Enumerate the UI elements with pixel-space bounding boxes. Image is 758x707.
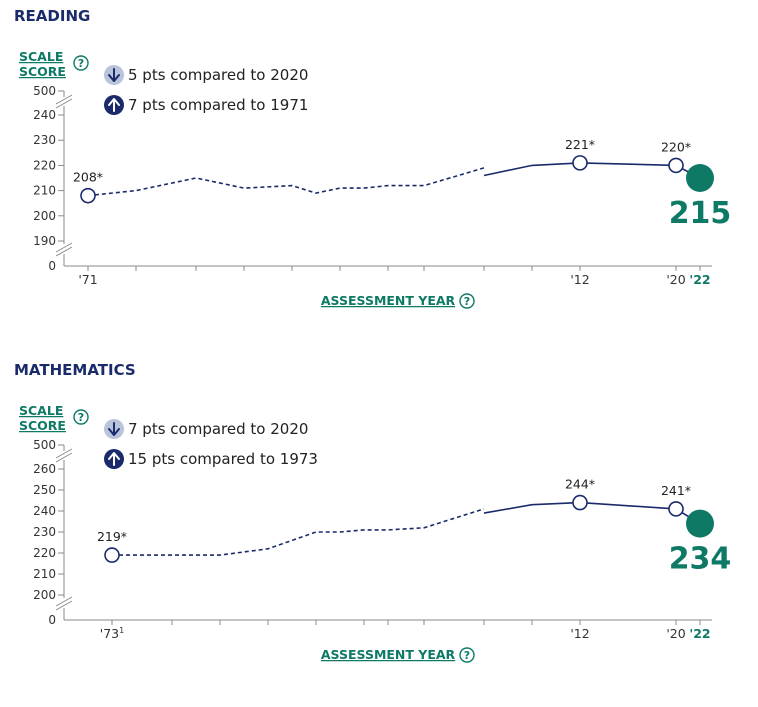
data-point-marker: [572, 155, 588, 171]
data-point-label: 244*: [565, 477, 595, 492]
help-icon-glyph: ?: [464, 649, 470, 662]
help-icon-ring: [73, 409, 89, 425]
y-tick-label: 0: [48, 259, 56, 273]
x-tick-label: '12: [570, 272, 589, 287]
help-icon[interactable]: ?: [73, 409, 89, 425]
help-icon[interactable]: ?: [73, 55, 89, 71]
y-tick-label: 210: [33, 184, 56, 198]
data-point-label: 208*: [73, 170, 103, 185]
x-tick-label: '731: [100, 626, 124, 641]
increase-badge: [104, 95, 124, 115]
series-line-prior-format: [87, 167, 485, 197]
series-line-current-format: [483, 162, 701, 179]
y-tick-label: 200: [33, 588, 56, 602]
help-icon-glyph: ?: [78, 411, 84, 424]
y-tick-label: 220: [33, 546, 56, 560]
help-icon-glyph: ?: [464, 295, 470, 308]
current-score-marker: [686, 509, 714, 538]
data-point-label: 220*: [661, 139, 691, 154]
data-point-label: 241*: [661, 483, 691, 498]
series-line-current-format: [483, 501, 701, 525]
comparison-text: 7 pts compared to 1971: [128, 96, 308, 114]
current-score-label: 234: [669, 542, 732, 577]
axis-break-marker: [55, 94, 73, 109]
data-point-marker: [80, 187, 96, 204]
data-point-label: 219*: [97, 529, 127, 544]
y-tick-label: 240: [33, 108, 56, 122]
axis-break-marker: [55, 448, 73, 463]
arrow-glyph: [108, 98, 120, 112]
y-tick-label: 210: [33, 567, 56, 581]
help-icon-ring: [73, 55, 89, 71]
y-tick-label: 0: [48, 613, 56, 627]
data-point-marker: [572, 494, 588, 511]
axis-break-marker: [55, 596, 73, 611]
x-tick-label: '12: [570, 626, 589, 641]
y-tick-label: 500: [33, 84, 56, 98]
series-line-prior-format: [112, 508, 485, 556]
axis-break-marker: [55, 242, 73, 257]
decrease-badge: [104, 419, 124, 439]
y-tick-label: 260: [33, 462, 56, 476]
comparison-text: 15 pts compared to 1973: [128, 450, 318, 468]
y-tick-label: 500: [33, 438, 56, 452]
y-tick-label: 200: [33, 209, 56, 223]
help-icon[interactable]: ?: [459, 293, 475, 309]
y-tick-label: 230: [33, 133, 56, 147]
x-tick-label: '71: [78, 272, 97, 287]
help-icon[interactable]: ?: [459, 647, 475, 663]
arrow-glyph: [108, 452, 120, 466]
data-point-marker: [668, 501, 684, 517]
data-point-label: 221*: [565, 137, 595, 152]
help-icon-ring: [459, 293, 475, 309]
comparison-text: 5 pts compared to 2020: [128, 66, 308, 84]
help-icon-ring: [459, 647, 475, 663]
x-tick-label: '22: [689, 272, 710, 287]
arrow-glyph: [108, 422, 120, 436]
current-score-marker: [686, 164, 714, 192]
help-icon-glyph: ?: [78, 57, 84, 70]
y-tick-label: 250: [33, 483, 56, 497]
scale-score-link[interactable]: SCORE: [19, 418, 66, 433]
chart-title: MATHEMATICS: [14, 361, 136, 379]
comparison-text: 7 pts compared to 2020: [128, 420, 308, 438]
chart-title: READING: [14, 7, 90, 25]
arrow-glyph: [108, 68, 120, 82]
increase-badge: [104, 449, 124, 469]
y-tick-label: 240: [33, 504, 56, 518]
y-tick-label: 230: [33, 525, 56, 539]
x-tick-label: '22: [689, 626, 710, 641]
scale-score-link[interactable]: SCALE: [19, 403, 63, 418]
current-score-label: 215: [669, 196, 732, 231]
x-tick-label: '20: [666, 626, 685, 641]
y-tick-label: 190: [33, 234, 56, 248]
scale-score-link[interactable]: SCALE: [19, 49, 63, 64]
assessment-year-link[interactable]: ASSESSMENT YEAR: [321, 647, 456, 662]
data-point-marker: [104, 547, 120, 563]
x-tick-label: '20: [666, 272, 685, 287]
data-point-marker: [668, 157, 684, 174]
decrease-badge: [104, 65, 124, 85]
y-tick-label: 220: [33, 158, 56, 172]
scale-score-link[interactable]: SCORE: [19, 64, 66, 79]
assessment-year-link[interactable]: ASSESSMENT YEAR: [321, 293, 456, 308]
